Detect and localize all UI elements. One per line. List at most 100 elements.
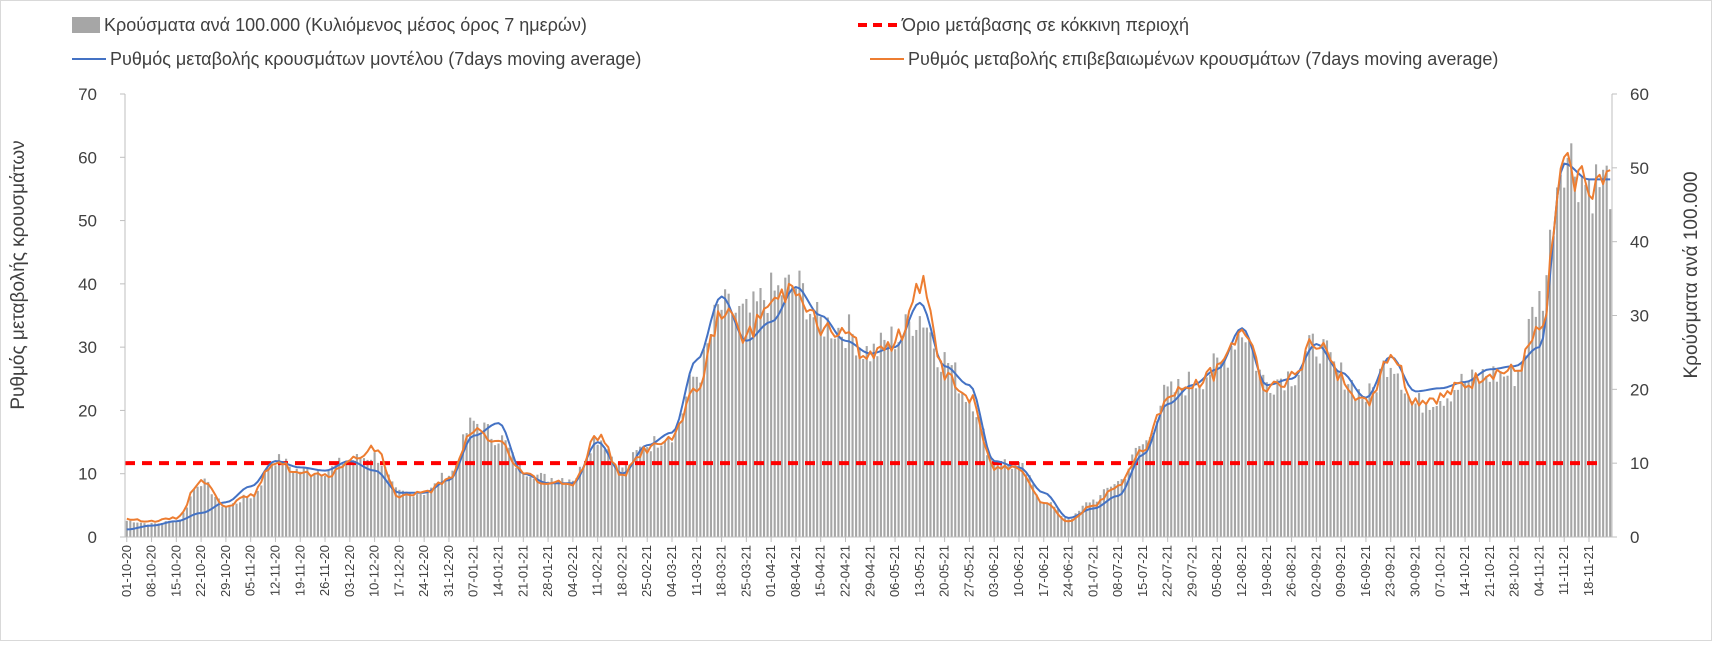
- case-bar: [331, 466, 334, 537]
- left-tick-label: 20: [78, 401, 97, 420]
- case-bar: [575, 478, 578, 537]
- case-bar: [476, 423, 479, 537]
- case-bar: [529, 476, 532, 537]
- case-bar: [628, 464, 631, 537]
- case-bar: [547, 481, 550, 537]
- x-tick-label: 18-02-21: [614, 545, 629, 597]
- case-bar: [1587, 179, 1591, 538]
- case-bar: [1425, 404, 1428, 537]
- x-tick-label: 04-11-21: [1531, 545, 1546, 596]
- legend-swatch-bars: [72, 17, 100, 33]
- x-tick-label: 06-05-21: [887, 545, 902, 597]
- case-bar: [692, 376, 695, 537]
- x-tick-label: 04-02-21: [565, 545, 580, 597]
- case-bar: [791, 286, 794, 537]
- case-bar: [1194, 388, 1198, 537]
- case-bar: [1566, 157, 1569, 538]
- case-bar: [430, 487, 433, 537]
- case-bar: [943, 352, 946, 537]
- x-tick-label: 30-09-21: [1408, 545, 1423, 597]
- case-bar: [879, 332, 882, 537]
- right-tick-label: 40: [1630, 233, 1649, 252]
- case-bar: [196, 486, 199, 537]
- case-bar: [157, 523, 160, 537]
- case-bar: [1354, 399, 1357, 537]
- case-bar: [624, 462, 628, 537]
- case-bar: [1078, 510, 1081, 537]
- case-bar: [316, 471, 320, 537]
- case-bar: [401, 490, 404, 537]
- case-bar: [1095, 501, 1098, 537]
- case-bar: [511, 452, 514, 537]
- case-bar: [168, 520, 171, 537]
- case-bar: [780, 295, 783, 537]
- legend-item-model: Ρυθμός μεταβολής κρουσμάτων μοντέλου (7d…: [72, 49, 641, 69]
- case-bar: [352, 460, 355, 537]
- case-bar: [320, 475, 323, 537]
- case-bar: [1014, 464, 1017, 537]
- case-bar: [1464, 383, 1467, 537]
- case-bar: [1074, 513, 1077, 537]
- case-bar: [1003, 459, 1006, 537]
- x-tick-label: 26-08-21: [1284, 545, 1299, 597]
- case-bar: [954, 362, 957, 537]
- case-bar: [313, 473, 316, 537]
- x-tick-label: 21-10-21: [1482, 545, 1497, 597]
- case-bar: [1545, 275, 1548, 537]
- case-bar: [1506, 375, 1509, 537]
- case-bar: [1559, 175, 1562, 537]
- case-bar: [1340, 362, 1343, 537]
- case-bar: [1556, 187, 1559, 537]
- case-bar: [1538, 291, 1541, 537]
- case-bar: [185, 507, 189, 537]
- case-bar: [143, 523, 146, 537]
- case-bar: [518, 464, 521, 537]
- case-bar: [918, 316, 921, 537]
- case-bar: [1315, 356, 1318, 537]
- case-bar: [748, 312, 751, 537]
- case-bar: [447, 475, 451, 537]
- case-bar: [925, 327, 928, 537]
- case-bar: [670, 442, 674, 537]
- case-bar: [1173, 392, 1176, 537]
- case-bar: [1024, 474, 1028, 537]
- case-bar: [886, 344, 890, 537]
- case-bar: [1304, 350, 1307, 537]
- case-bar: [1021, 462, 1024, 537]
- case-bar: [214, 496, 217, 537]
- case-bar: [1322, 339, 1325, 537]
- case-bar: [1410, 401, 1414, 537]
- case-bar: [755, 301, 759, 537]
- case-bar: [267, 468, 270, 537]
- case-bar: [1106, 487, 1109, 537]
- case-bar: [454, 465, 458, 537]
- x-tick-label: 11-03-21: [689, 545, 704, 596]
- case-bar: [1255, 370, 1258, 537]
- case-bar: [1318, 363, 1321, 537]
- x-tick-label: 05-08-21: [1209, 545, 1224, 597]
- case-bar: [270, 463, 273, 537]
- x-tick-label: 03-12-20: [342, 545, 357, 597]
- case-bar: [766, 312, 769, 537]
- left-tick-label: 70: [78, 85, 97, 104]
- case-bar: [384, 466, 387, 537]
- case-bar: [302, 467, 305, 537]
- case-bar: [1262, 374, 1265, 537]
- right-tick-label: 0: [1630, 528, 1639, 547]
- case-bar: [1403, 393, 1406, 537]
- case-bar: [161, 523, 164, 537]
- case-bar: [1272, 394, 1275, 537]
- case-bar: [139, 522, 142, 537]
- case-bar: [462, 434, 465, 537]
- case-bar: [713, 304, 716, 537]
- right-axis-ticks: 0 10 20 30 40 50 60: [1612, 85, 1649, 547]
- x-tick-label: 29-10-20: [218, 545, 233, 597]
- case-bar: [777, 285, 780, 537]
- case-bar: [833, 338, 836, 537]
- x-tick-label: 22-07-21: [1160, 545, 1175, 597]
- case-bar: [1510, 363, 1513, 537]
- case-bar: [292, 471, 295, 537]
- case-bar: [235, 503, 238, 537]
- case-bar: [851, 333, 854, 537]
- case-bar: [1577, 202, 1580, 538]
